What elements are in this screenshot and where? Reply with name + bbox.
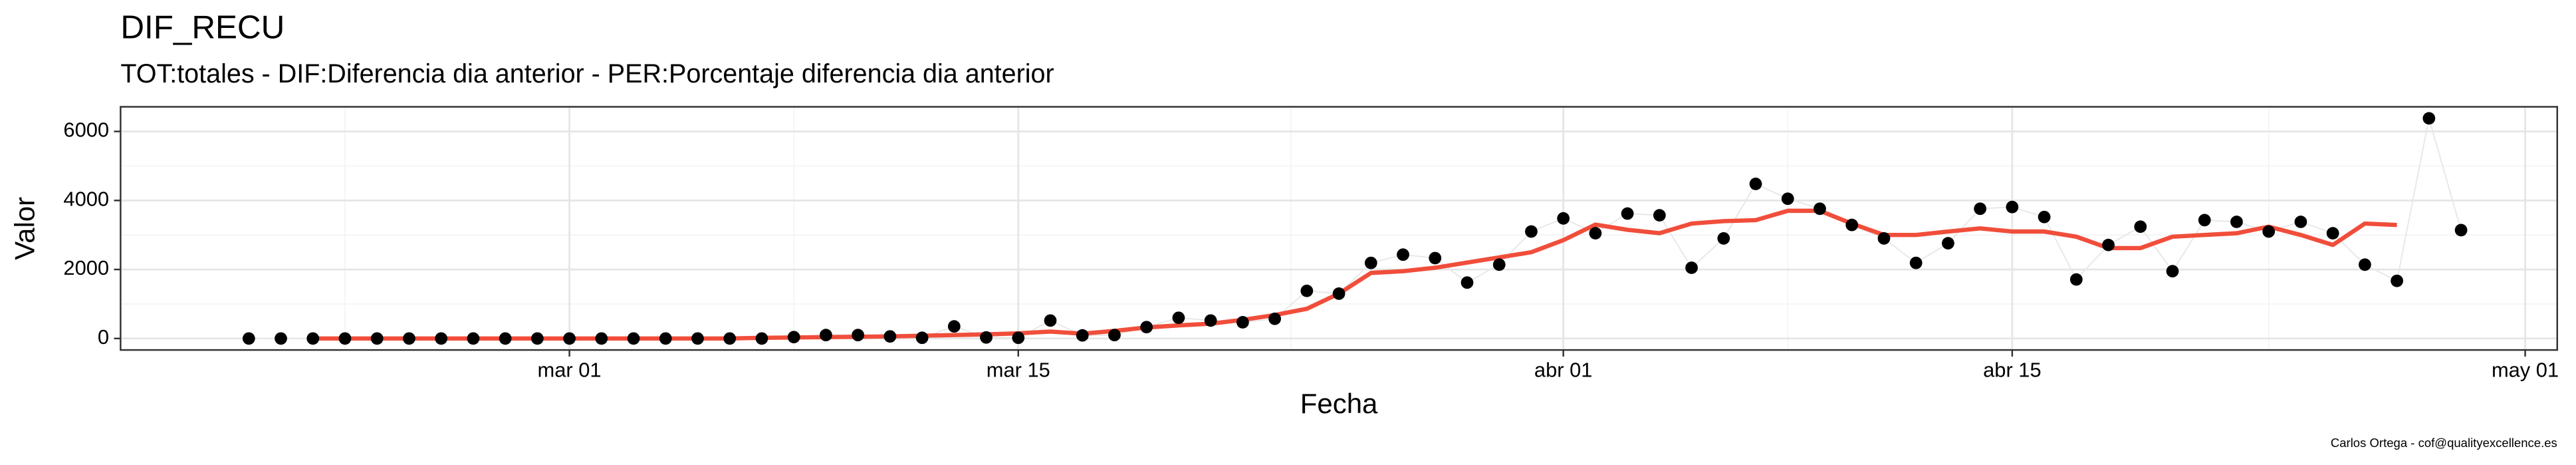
x-tick-label: abr 15 bbox=[1983, 358, 2042, 381]
data-point bbox=[1140, 321, 1153, 334]
data-point bbox=[595, 332, 608, 345]
data-point bbox=[2230, 216, 2243, 228]
data-point bbox=[1397, 248, 1409, 261]
data-point bbox=[947, 320, 961, 333]
x-tick-label: abr 01 bbox=[1534, 358, 1593, 381]
data-point bbox=[467, 332, 480, 345]
data-point bbox=[2359, 258, 2371, 271]
x-tick-label: may 01 bbox=[2492, 358, 2559, 381]
data-point bbox=[980, 331, 993, 344]
data-point bbox=[2294, 216, 2307, 228]
data-point bbox=[915, 331, 929, 345]
x-axis-title: Fecha bbox=[1300, 388, 1378, 419]
data-point bbox=[1814, 202, 1826, 216]
data-point bbox=[306, 332, 320, 345]
x-tick-label: mar 15 bbox=[987, 358, 1050, 381]
data-point bbox=[1749, 178, 1762, 190]
data-point bbox=[2262, 225, 2276, 238]
data-point bbox=[691, 332, 704, 345]
y-tick-label: 0 bbox=[98, 325, 109, 349]
data-point bbox=[563, 332, 576, 345]
data-point bbox=[2326, 227, 2339, 239]
data-point bbox=[1076, 329, 1089, 342]
data-point bbox=[723, 332, 737, 345]
data-point bbox=[883, 330, 897, 343]
data-point bbox=[1653, 209, 1666, 222]
data-point bbox=[1300, 284, 1314, 297]
data-point bbox=[1204, 314, 1217, 327]
data-point bbox=[1717, 232, 1730, 245]
caption: Carlos Ortega - cof@qualityexcellence.es bbox=[2331, 436, 2557, 450]
data-point bbox=[2134, 220, 2147, 233]
data-point bbox=[2069, 273, 2083, 286]
data-point bbox=[338, 332, 352, 345]
data-point bbox=[1268, 312, 1281, 325]
data-point bbox=[1108, 329, 1121, 342]
data-point bbox=[1974, 202, 1987, 216]
data-point bbox=[1236, 316, 1249, 329]
data-point bbox=[1877, 232, 1891, 245]
data-point bbox=[1429, 251, 1442, 265]
data-point bbox=[1621, 207, 1634, 220]
data-point bbox=[659, 332, 672, 345]
y-tick-label: 2000 bbox=[63, 256, 109, 279]
y-axis-title: Valor bbox=[9, 197, 41, 260]
data-point bbox=[1364, 256, 1377, 269]
data-point bbox=[1492, 258, 1506, 271]
data-point bbox=[820, 329, 832, 342]
data-point bbox=[275, 332, 287, 345]
data-point bbox=[1909, 256, 1923, 269]
data-point bbox=[2102, 238, 2115, 251]
x-tick-label: mar 01 bbox=[538, 358, 602, 381]
data-point bbox=[1172, 311, 1185, 325]
data-point bbox=[2422, 112, 2436, 125]
data-point bbox=[2198, 214, 2211, 227]
data-point bbox=[1685, 261, 1698, 274]
data-point bbox=[1332, 287, 1346, 300]
data-point bbox=[1942, 237, 1954, 250]
data-point bbox=[2454, 224, 2468, 237]
data-point bbox=[1012, 331, 1025, 345]
data-point bbox=[2166, 265, 2179, 278]
data-point bbox=[1557, 212, 1570, 225]
data-point bbox=[2391, 274, 2404, 287]
data-point bbox=[1781, 192, 1794, 206]
data-point bbox=[403, 332, 415, 345]
data-point bbox=[499, 332, 512, 345]
data-point bbox=[530, 332, 544, 345]
data-point bbox=[370, 332, 384, 345]
data-point bbox=[627, 332, 640, 345]
data-point bbox=[1525, 225, 1538, 238]
plot-border bbox=[120, 106, 2559, 351]
data-point bbox=[1044, 314, 1057, 327]
data-point bbox=[1845, 218, 1859, 232]
y-tick-label: 6000 bbox=[63, 118, 109, 142]
data-point bbox=[242, 332, 255, 345]
data-point bbox=[755, 332, 768, 345]
data-point bbox=[787, 331, 800, 344]
data-point bbox=[2006, 200, 2019, 214]
data-point bbox=[1461, 276, 1474, 289]
chart-subtitle: TOT:totales - DIF:Diferencia dia anterio… bbox=[120, 59, 1054, 88]
data-point bbox=[435, 332, 448, 345]
y-tick-label: 4000 bbox=[63, 187, 109, 210]
data-point bbox=[852, 329, 865, 342]
data-point bbox=[1589, 227, 1602, 239]
chart-title: DIF_RECU bbox=[120, 9, 285, 46]
data-point bbox=[2038, 210, 2051, 224]
